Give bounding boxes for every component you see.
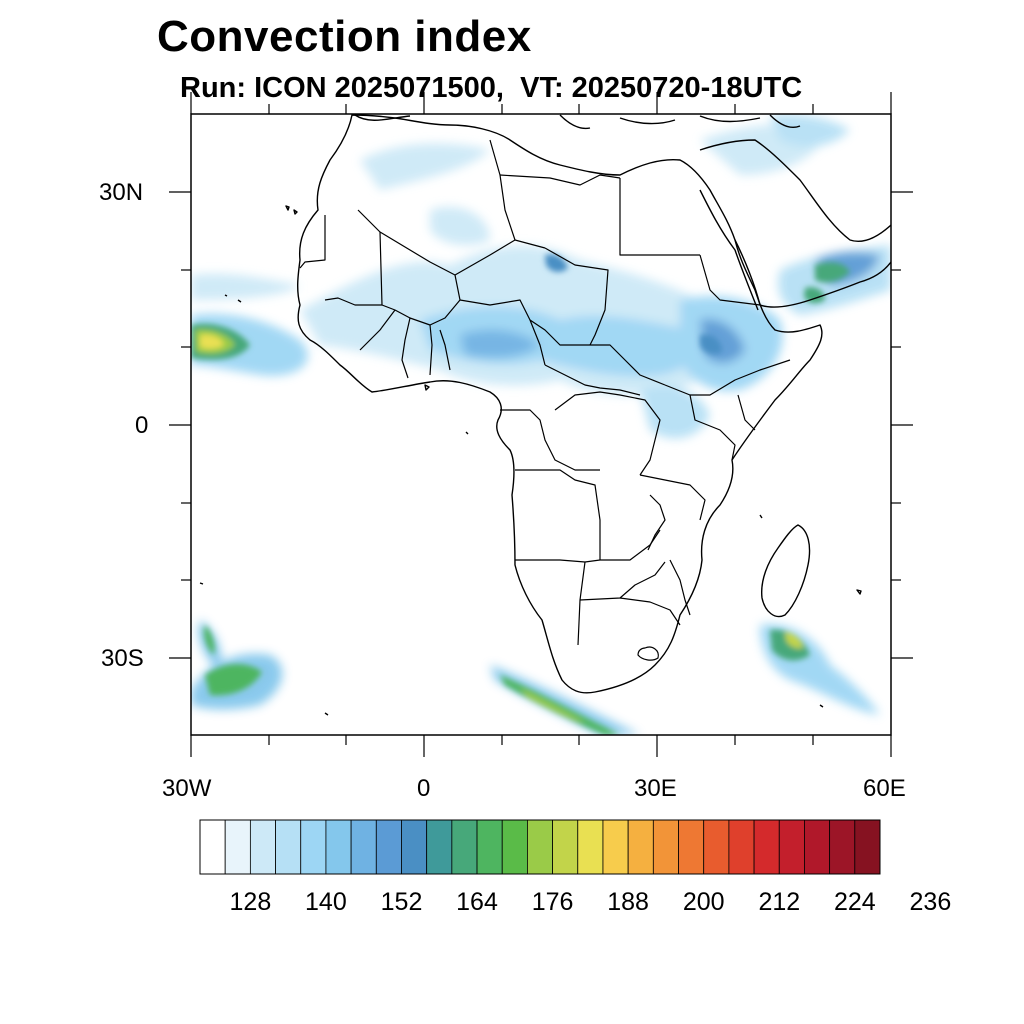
colorbar-tick-label: 224: [833, 888, 876, 916]
africa-coastline: [297, 114, 823, 694]
colorbar-swatch: [199, 819, 226, 875]
colorbar-swatch: [778, 819, 805, 875]
lon-label-30w: 30W: [162, 775, 212, 802]
colorbar-swatch: [627, 819, 654, 875]
lon-label-0: 0: [417, 775, 431, 802]
lon-label-30e: 30E: [634, 775, 677, 802]
colorbar-tick-label: 236: [909, 888, 952, 916]
country-borders: [299, 139, 791, 661]
page-title: Convection index: [157, 12, 532, 61]
convection-index-field: [191, 114, 891, 735]
colorbar-tick-label: 176: [531, 888, 574, 916]
axis-ticks: [169, 92, 913, 757]
islands: [199, 205, 862, 716]
colorbar-swatch: [426, 819, 453, 875]
colorbar-swatch: [552, 819, 579, 875]
colorbar-tick-label: 152: [380, 888, 423, 916]
lat-label-0: 0: [135, 412, 149, 439]
colorbar-tick-label: 212: [758, 888, 801, 916]
colorbar-frame: [199, 819, 881, 875]
colorbar-swatch: [652, 819, 679, 875]
colorbar-swatch: [476, 819, 503, 875]
colorbar-swatch: [703, 819, 730, 875]
madagascar-coastline: [761, 524, 811, 618]
colorbar-tick-label: 188: [607, 888, 649, 916]
colorbar-swatch: [401, 819, 428, 875]
lat-label-30s: 30S: [101, 645, 144, 672]
colorbar-tick-label: 164: [456, 888, 498, 916]
colorbar-swatch: [678, 819, 705, 875]
lon-label-60e: 60E: [863, 775, 906, 802]
colorbar-swatch: [375, 819, 402, 875]
colorbar-swatch: [728, 819, 755, 875]
colorbar-swatch: [854, 819, 881, 875]
colorbar-swatch: [249, 819, 276, 875]
page-subtitle: Run: ICON 2025071500, VT: 20250720-18UTC: [180, 72, 803, 104]
colorbar-swatch: [602, 819, 629, 875]
colorbar-swatch: [275, 819, 302, 875]
colorbar-tick-label: 140: [305, 888, 347, 916]
colorbar: [199, 819, 881, 875]
colorbar-swatch: [224, 819, 251, 875]
colorbar-swatch: [501, 819, 528, 875]
colorbar-swatch: [577, 819, 604, 875]
arabia-coastline: [699, 139, 891, 308]
lat-label-30n: 30N: [99, 179, 144, 206]
red-sea-coast: [699, 189, 759, 311]
colorbar-tick-label: 128: [229, 888, 272, 916]
europe-coastline: [354, 114, 801, 130]
colorbar-swatch: [350, 819, 377, 875]
colorbar-swatch: [300, 819, 327, 875]
colorbar-swatch: [325, 819, 352, 875]
colorbar-swatch: [527, 819, 553, 875]
colorbar-swatch: [451, 819, 478, 875]
colorbar-swatch: [829, 819, 856, 875]
colorbar-swatch: [804, 819, 831, 875]
colorbar-swatch: [753, 819, 780, 875]
colorbar-tick-label: 200: [682, 888, 725, 916]
